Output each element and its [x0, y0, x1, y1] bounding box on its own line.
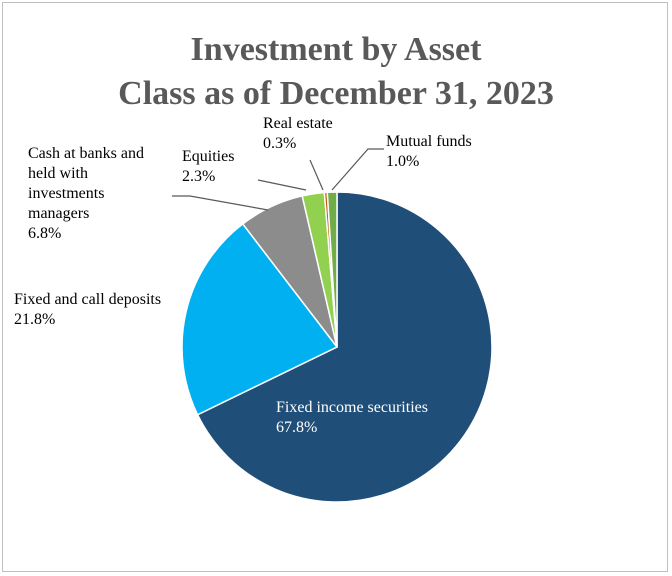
data-label-mutual-funds: Mutual funds 1.0% [386, 133, 472, 170]
data-label-text: Mutual funds [386, 133, 472, 150]
data-label-text: investments [28, 185, 104, 202]
leader-line-equities [257, 179, 307, 191]
leader-line-real-estate [309, 159, 324, 191]
data-label-text: Real estate [263, 115, 333, 132]
data-label-text: Cash at banks and [28, 145, 144, 162]
data-label-equities: Equities 2.3% [182, 148, 234, 185]
data-label-text: Fixed and call deposits [14, 291, 161, 308]
data-label-cash-at-banks-and-held-with-investments-managers: Cash at banks and held with investments man… [28, 145, 144, 242]
pie-slice-fixed-and-call-deposits [181, 222, 339, 416]
chart-title-line-2: Class as of December 31, 2023 [118, 75, 554, 112]
data-label-value: 1.0% [386, 153, 419, 170]
chart-title: Investment by Asset Class as of December… [0, 28, 672, 116]
data-label-fixed-and-call-deposits: Fixed and call deposits 21.8% [14, 291, 161, 328]
data-label-text: managers [28, 205, 89, 222]
data-label-real-estate: Real estate 0.3% [263, 115, 333, 152]
leader-line-mutual-funds [331, 148, 384, 191]
data-label-value: 6.8% [28, 225, 61, 242]
data-label-text: Equities [182, 148, 234, 165]
pie-slice-fixed-income-securities [196, 191, 493, 503]
data-label-text: Fixed income securities [276, 399, 428, 416]
pie-slice-mutual-funds [326, 191, 338, 348]
data-label-fixed-income-securities: Fixed income securities 67.8% [276, 399, 428, 436]
chart-title-line-1: Investment by Asset [190, 31, 482, 68]
data-label-text: held with [28, 165, 88, 182]
data-label-value: 21.8% [14, 311, 55, 328]
data-label-value: 0.3% [263, 135, 296, 152]
leader-line-cash-at-banks-and-held-with-investments-managers [172, 195, 269, 211]
data-label-value: 2.3% [182, 168, 215, 185]
data-label-value: 67.8% [276, 419, 317, 436]
